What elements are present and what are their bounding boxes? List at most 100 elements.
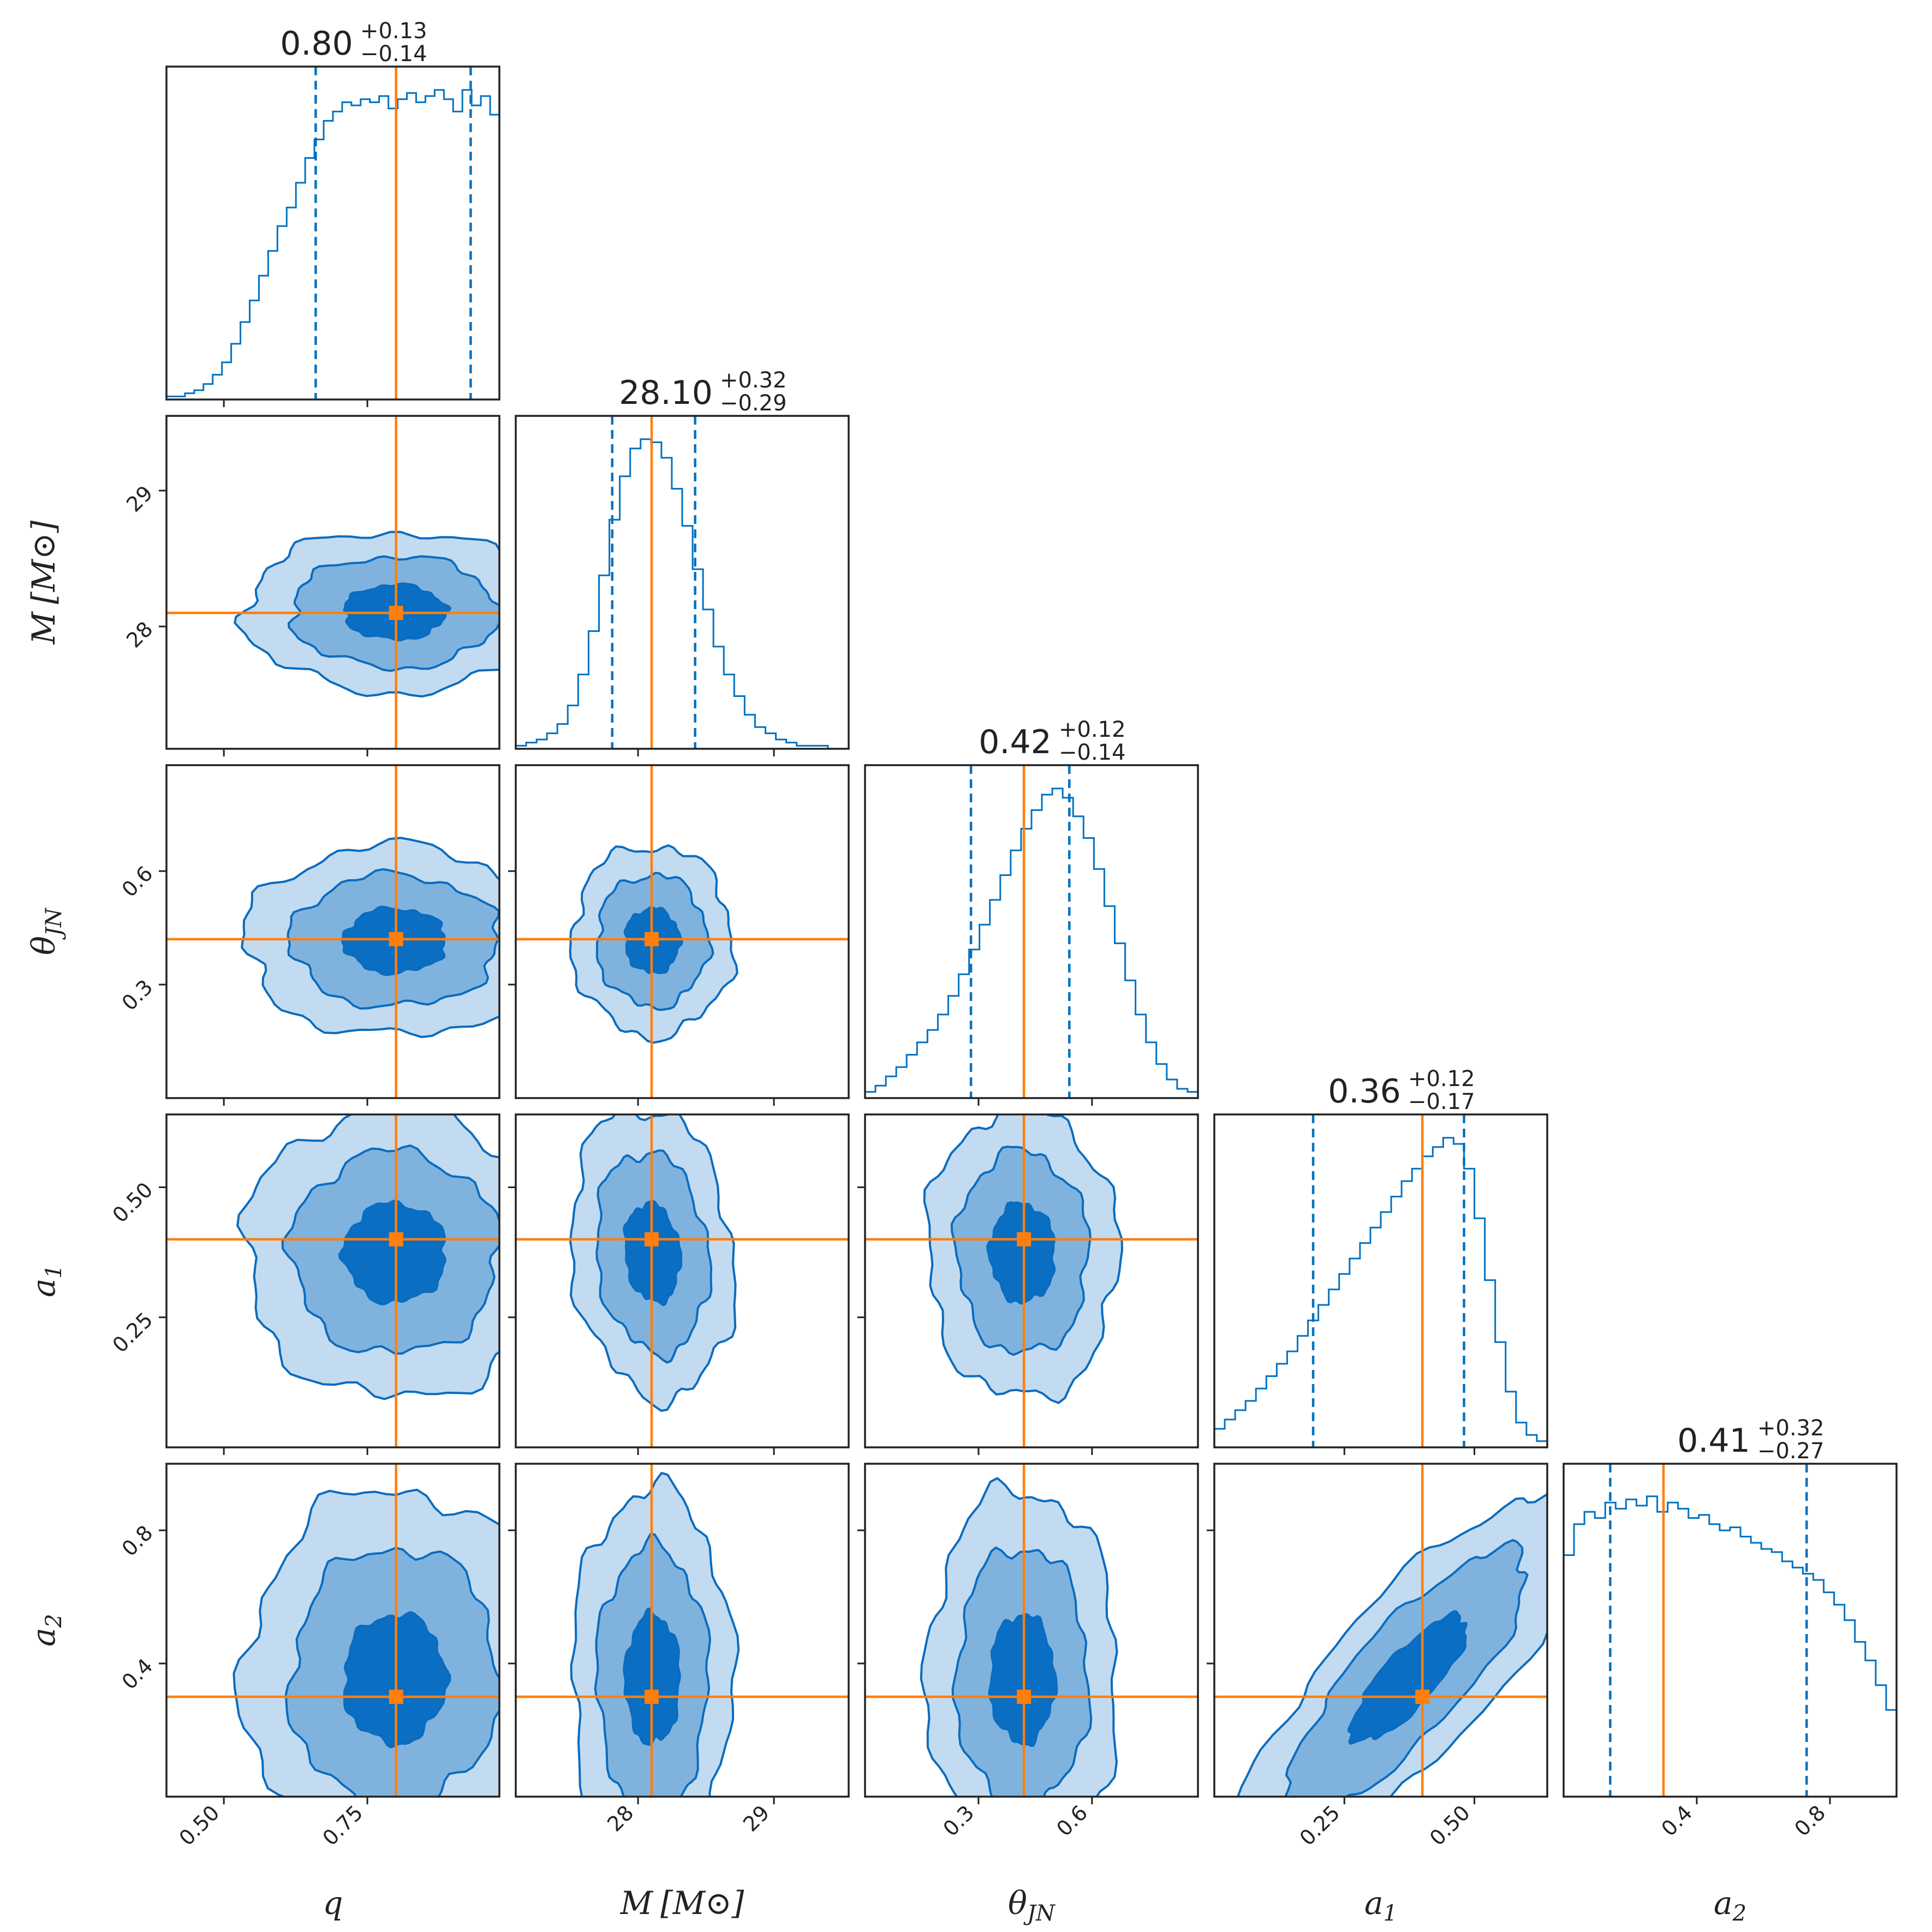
x-axis-label-q: q	[323, 1885, 343, 1922]
hist-step-theta_JN	[864, 788, 1199, 1098]
scatter-panel-M-a2	[515, 1463, 850, 1798]
y-axis-label-M: M [M⊙]	[25, 520, 62, 645]
title-minus-a2: −0.27	[1757, 1439, 1824, 1464]
y-axis-label-theta_JN: θJN	[25, 907, 67, 955]
axis-label-symbol: a	[25, 1278, 62, 1297]
scatter-panel-theta_JN-a1	[864, 1113, 1199, 1448]
contour-group	[865, 1114, 1198, 1447]
axis-label-symbol: θ	[25, 936, 62, 955]
contour-group	[166, 416, 499, 749]
title-theta_JN: 0.42	[979, 723, 1052, 761]
hist-panel-q	[165, 65, 500, 401]
hist-frame	[1213, 1113, 1548, 1448]
hist-step-a1	[1213, 1137, 1548, 1447]
x-axis-label-a1: a1	[1364, 1885, 1397, 1926]
hist-step-a2	[1563, 1495, 1898, 1797]
title-plus-q: +0.13	[360, 19, 427, 44]
title-plus-theta_JN: +0.12	[1059, 717, 1126, 742]
title-minus-q: −0.14	[360, 41, 427, 67]
y-axis-label-a1: a1	[25, 1265, 67, 1297]
hist-panel-a2	[1563, 1463, 1898, 1798]
truth-marker	[644, 1232, 659, 1247]
contour-group	[166, 765, 499, 1098]
contour-group	[1214, 1464, 1547, 1797]
axis-label-symbol: a	[25, 1627, 62, 1647]
title-plus-M: +0.32	[720, 368, 787, 393]
y-tick-label-M: 28	[122, 617, 157, 652]
x-tick-label-a2: 0.4	[1657, 1800, 1697, 1841]
scatter-frame	[1213, 1463, 1548, 1798]
axis-label-subscript: JN	[1023, 1901, 1056, 1926]
title-minus-a1: −0.17	[1408, 1089, 1475, 1114]
scatter-panel-M-a1	[515, 1113, 850, 1448]
panels-layer	[159, 65, 1898, 1804]
axis-label-symbol: a	[1364, 1885, 1384, 1922]
hist-frame	[165, 65, 500, 401]
truth-marker	[389, 932, 403, 946]
axis-label-symbol: M	[25, 611, 62, 645]
truth-marker	[644, 1690, 659, 1704]
truth-marker	[389, 1232, 403, 1247]
scatter-panel-theta_JN-a2	[864, 1463, 1199, 1798]
truth-marker	[389, 1690, 403, 1704]
truth-marker	[389, 606, 403, 621]
x-tick-label-a2: 0.8	[1790, 1800, 1830, 1841]
scatter-frame	[165, 1113, 500, 1448]
axis-label-symbol: q	[323, 1885, 343, 1922]
scatter-frame	[165, 764, 500, 1099]
x-tick-label-theta_JN: 0.3	[938, 1800, 979, 1841]
scatter-frame	[165, 415, 500, 750]
y-axis-label-a2: a2	[25, 1614, 67, 1647]
title-q: 0.80	[280, 25, 353, 63]
contour-group	[516, 1114, 849, 1447]
contour-group	[516, 1464, 849, 1797]
title-a2: 0.41	[1677, 1422, 1750, 1460]
scatter-frame	[165, 1463, 500, 1798]
axis-label-subscript: JN	[41, 907, 67, 940]
hist-frame	[1563, 1463, 1898, 1798]
title-plus-a1: +0.12	[1408, 1066, 1475, 1092]
y-tick-label-theta_JN: 0.6	[117, 861, 158, 902]
title-M: 28.10	[619, 374, 713, 412]
x-tick-label-q: 0.50	[175, 1800, 224, 1850]
hist-step-M	[515, 438, 849, 750]
contour-1sigma	[338, 1199, 446, 1305]
axis-label-symbol: M	[620, 1885, 654, 1922]
truth-marker	[1017, 1232, 1031, 1247]
axis-label-unit: [M⊙]	[660, 1885, 744, 1922]
scatter-panel-q-theta_JN	[165, 764, 500, 1099]
title-a1: 0.36	[1328, 1072, 1401, 1111]
y-tick-label-a2: 0.4	[117, 1654, 158, 1694]
hist-panel-theta_JN	[864, 764, 1199, 1099]
y-tick-label-M: 29	[122, 481, 157, 516]
y-tick-label-a2: 0.8	[117, 1520, 158, 1561]
y-tick-label-a1: 0.25	[108, 1308, 157, 1357]
truth-marker	[644, 932, 659, 946]
hist-frame	[515, 415, 850, 750]
hist-frame	[864, 764, 1199, 1099]
scatter-frame	[515, 1113, 850, 1448]
contour-1sigma	[986, 1201, 1056, 1305]
scatter-panel-q-M	[165, 415, 500, 750]
y-tick-label-a1: 0.50	[108, 1178, 157, 1227]
scatter-frame	[515, 764, 850, 1099]
contour-group	[865, 1464, 1198, 1797]
x-axis-label-theta_JN: θJN	[1008, 1885, 1056, 1926]
axis-label-subscript: 2	[1732, 1901, 1746, 1926]
contour-group	[166, 1464, 499, 1797]
contour-group	[516, 765, 849, 1098]
hist-step-q	[165, 89, 500, 399]
scatter-panel-q-a2	[165, 1463, 500, 1798]
hist-panel-M	[515, 415, 850, 750]
x-tick-label-a1: 0.25	[1295, 1800, 1345, 1850]
truth-marker	[1017, 1690, 1031, 1704]
scatter-frame	[864, 1463, 1199, 1798]
scatter-frame	[864, 1113, 1199, 1448]
title-minus-M: −0.29	[720, 391, 787, 416]
x-axis-label-a2: a2	[1714, 1885, 1746, 1926]
scatter-panel-M-theta_JN	[515, 764, 850, 1099]
contour-1sigma	[1347, 1610, 1468, 1745]
truth-marker	[1415, 1690, 1430, 1704]
